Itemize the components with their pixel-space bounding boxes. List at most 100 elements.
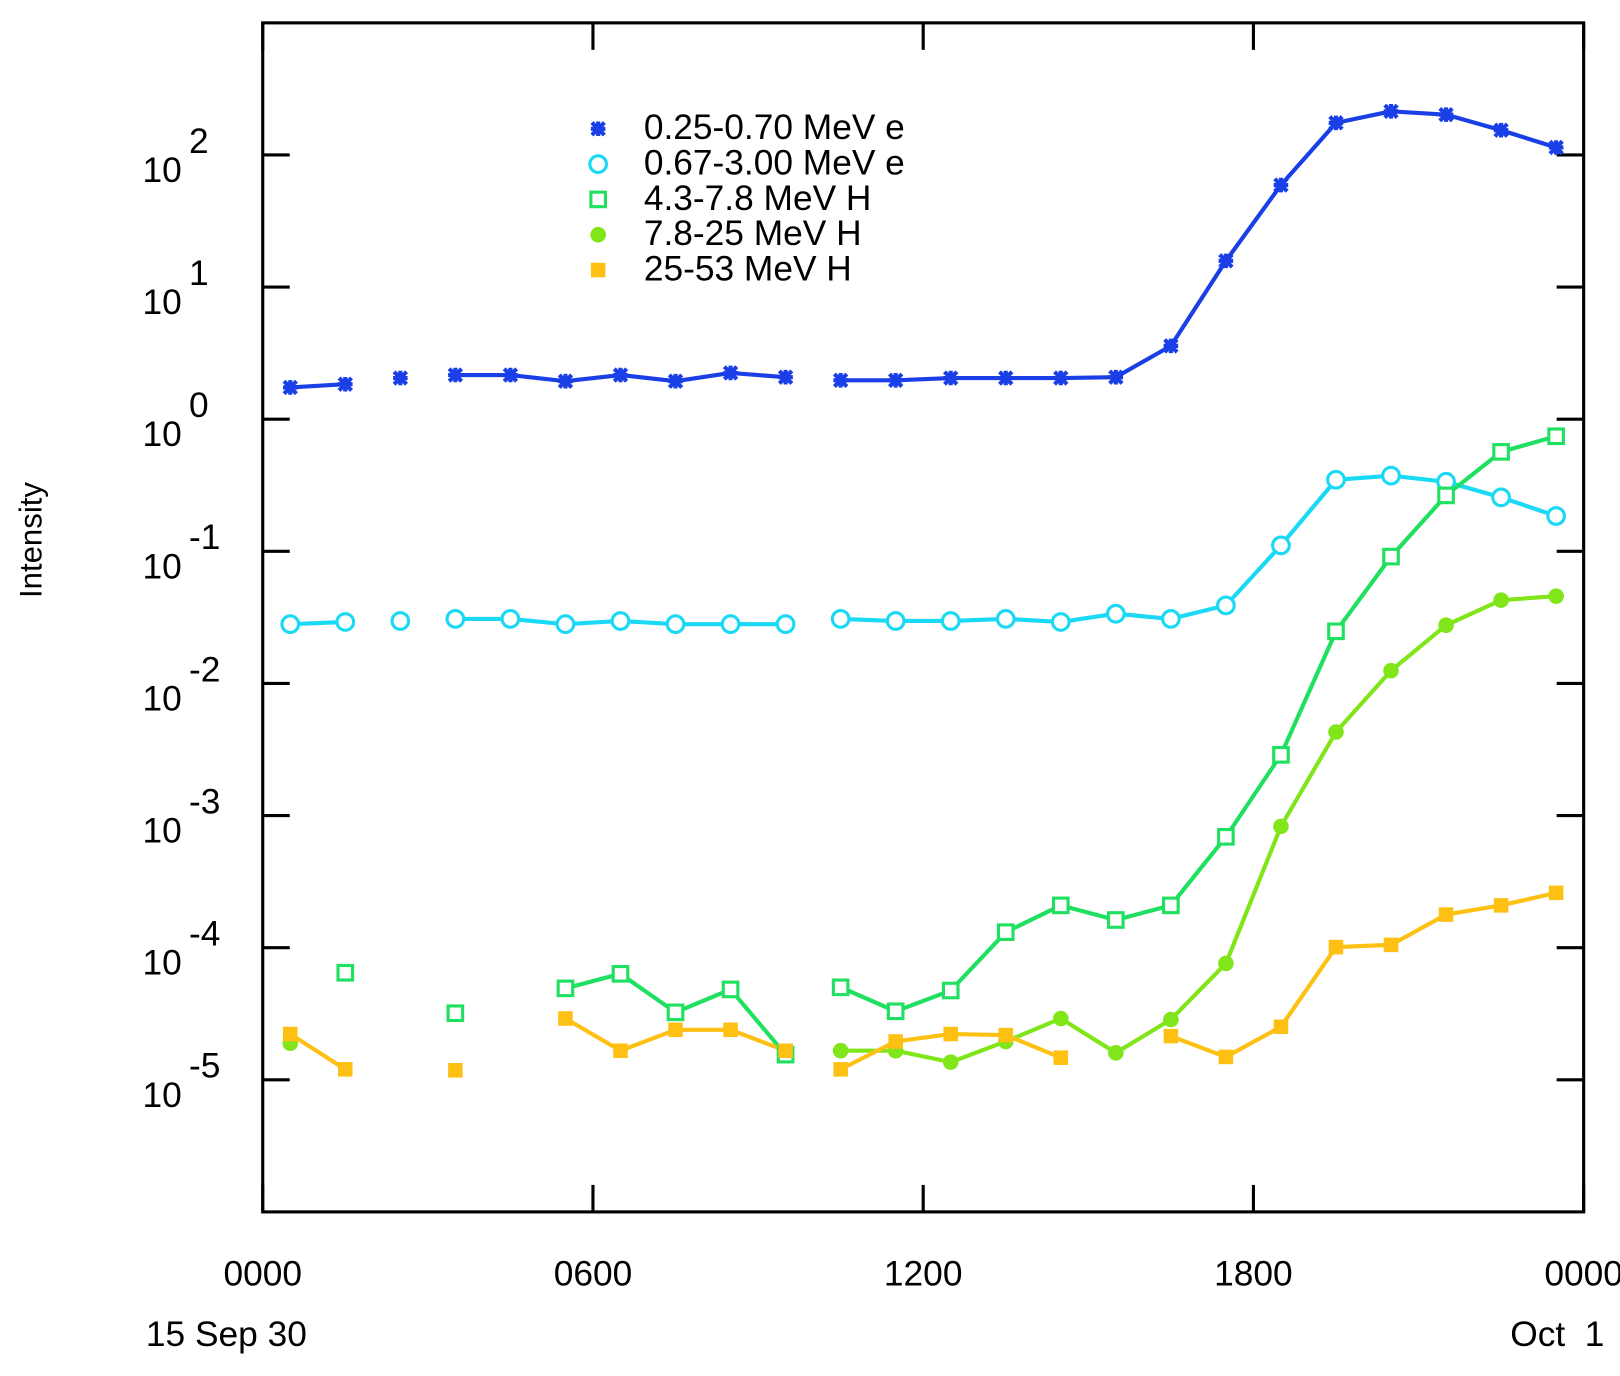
- data-point: [446, 1004, 465, 1023]
- x-tick-label: 0000: [223, 1255, 302, 1294]
- data-point: [666, 1003, 685, 1022]
- data-point: [995, 609, 1016, 629]
- data-point: [1548, 885, 1564, 901]
- data-point: [556, 979, 575, 998]
- data-point: [557, 373, 574, 389]
- data-point: [1163, 338, 1179, 354]
- data-point: [338, 1062, 353, 1077]
- y-tick-exponent: 0: [189, 386, 209, 425]
- data-point: [1328, 724, 1344, 740]
- data-point: [502, 367, 519, 383]
- data-point: [1438, 617, 1454, 633]
- data-point: [1218, 253, 1234, 269]
- data-point: [1273, 1019, 1289, 1035]
- data-point: [1547, 427, 1565, 446]
- data-point: [610, 611, 631, 631]
- data-point: [1273, 818, 1289, 835]
- x-date-label: 15 Sep 30: [146, 1315, 307, 1354]
- data-point: [1050, 612, 1071, 632]
- data-point: [613, 1043, 628, 1058]
- legend-label: 7.8-25 MeV H: [644, 214, 862, 253]
- legend-marker: [589, 190, 607, 209]
- data-point: [775, 614, 796, 635]
- y-tick-label: 10: [142, 283, 181, 322]
- y-tick-label: 10: [142, 151, 181, 190]
- data-point: [1163, 1011, 1179, 1028]
- data-point: [1108, 1045, 1124, 1061]
- y-tick-exponent: 2: [189, 122, 209, 161]
- legend-label: 0.25-0.70 MeV e: [644, 108, 905, 147]
- data-point: [668, 1022, 683, 1038]
- legend-marker: [590, 121, 606, 137]
- data-point: [1493, 898, 1509, 913]
- data-point: [392, 370, 409, 386]
- data-point: [447, 367, 464, 383]
- data-point: [1493, 122, 1509, 138]
- data-point: [832, 372, 849, 389]
- data-point: [888, 1034, 903, 1049]
- data-point: [720, 614, 741, 635]
- data-point: [1272, 746, 1290, 764]
- legend-label: 4.3-7.8 MeV H: [644, 179, 872, 218]
- data-point: [1548, 139, 1564, 156]
- data-point: [777, 369, 794, 385]
- data-point: [1548, 588, 1564, 604]
- y-tick-label: 10: [142, 812, 181, 851]
- data-point: [1326, 469, 1346, 490]
- data-point: [941, 981, 960, 1000]
- x-tick-label: 1800: [1214, 1255, 1293, 1294]
- data-point: [1493, 592, 1509, 608]
- data-point: [612, 367, 629, 383]
- data-point: [1437, 486, 1455, 505]
- data-point: [282, 379, 298, 396]
- series-line: [840, 594, 1557, 1065]
- data-point: [1105, 603, 1126, 624]
- data-point: [1273, 177, 1289, 193]
- data-point: [1492, 443, 1510, 461]
- x-date-label: Oct 1: [1510, 1315, 1604, 1354]
- data-point: [722, 365, 739, 381]
- data-point: [1328, 939, 1344, 955]
- data-point: [665, 614, 686, 635]
- y-tick-exponent: -2: [189, 650, 220, 689]
- data-point: [886, 1002, 905, 1021]
- data-point: [1546, 506, 1566, 526]
- data-point: [940, 611, 961, 631]
- data-point: [943, 370, 959, 386]
- data-point: [500, 609, 521, 629]
- data-point: [885, 611, 906, 631]
- x-tick-label: 0000: [1544, 1255, 1620, 1294]
- data-point: [1328, 115, 1344, 131]
- data-point: [1218, 1049, 1234, 1065]
- data-point: [1108, 369, 1124, 385]
- legend-marker: [590, 262, 606, 278]
- x-tick-label: 0600: [554, 1255, 633, 1294]
- data-point: [1162, 896, 1180, 915]
- data-point: [1381, 465, 1401, 486]
- legend-marker: [588, 154, 609, 174]
- data-point: [998, 1027, 1014, 1043]
- data-point: [943, 1026, 958, 1042]
- data-point: [448, 1063, 463, 1078]
- data-point: [1218, 955, 1234, 972]
- data-point: [337, 376, 353, 392]
- data-point: [1382, 547, 1400, 566]
- data-point: [1053, 1050, 1069, 1065]
- data-point: [723, 1022, 738, 1038]
- data-point: [830, 609, 851, 629]
- data-point: [832, 1042, 849, 1059]
- data-point: [778, 1043, 793, 1058]
- y-tick-exponent: -4: [189, 915, 220, 954]
- data-point: [335, 612, 356, 632]
- y-tick-label: 10: [142, 944, 181, 983]
- legend-label: 0.67-3.00 MeV e: [644, 143, 905, 182]
- data-point: [390, 611, 411, 631]
- data-point: [1271, 535, 1291, 556]
- y-tick-label: 10: [142, 547, 181, 586]
- data-point: [833, 1062, 848, 1077]
- data-point: [1161, 609, 1181, 629]
- y-tick-exponent: 1: [189, 254, 209, 293]
- legend-label: 25-53 MeV H: [644, 249, 852, 288]
- data-point: [1051, 896, 1070, 915]
